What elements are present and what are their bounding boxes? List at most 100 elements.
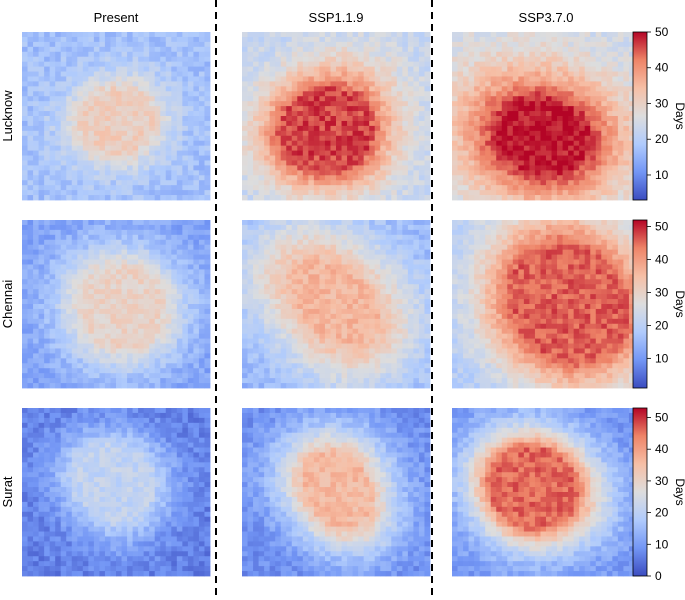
heatmap-cell xyxy=(93,294,100,300)
heatmap-cell xyxy=(99,135,106,142)
heatmap-cell xyxy=(358,145,365,151)
heatmap-cell xyxy=(88,116,95,122)
heatmap-cell xyxy=(27,224,34,231)
heatmap-cell xyxy=(490,36,497,43)
heatmap-cell xyxy=(523,120,530,127)
heatmap-cell xyxy=(308,116,315,122)
heatmap-cell xyxy=(55,224,62,231)
heatmap-cell xyxy=(313,120,320,127)
heatmap-cell xyxy=(71,249,78,255)
heatmap-cell xyxy=(149,120,156,127)
heatmap-cell xyxy=(391,150,398,156)
heatmap-cell xyxy=(551,111,558,117)
heatmap-cell xyxy=(198,224,205,231)
heatmap-cell xyxy=(154,81,161,87)
heatmap-cell xyxy=(66,318,73,325)
heatmap-cell xyxy=(44,71,51,77)
heatmap-cell xyxy=(308,180,315,186)
heatmap-cell xyxy=(127,259,133,265)
heatmap-cell xyxy=(474,160,481,166)
heatmap-cell xyxy=(198,86,205,92)
heatmap-cell xyxy=(330,259,337,265)
heatmap-cell xyxy=(380,244,387,251)
heatmap-cell xyxy=(407,32,414,38)
heatmap-cell xyxy=(247,175,254,181)
heatmap-cell xyxy=(187,284,194,290)
heatmap-cell xyxy=(308,259,315,265)
heatmap-cell xyxy=(330,91,337,97)
heatmap-cell xyxy=(402,165,409,171)
heatmap-cell xyxy=(193,323,200,330)
heatmap-cell xyxy=(127,264,133,270)
heatmap-cell xyxy=(269,180,276,186)
heatmap-cell xyxy=(479,120,486,127)
heatmap-cell xyxy=(66,160,73,166)
heatmap-cell xyxy=(297,264,304,270)
heatmap-cell xyxy=(402,51,409,58)
heatmap-cell xyxy=(66,140,73,147)
heatmap-cell xyxy=(380,86,387,92)
heatmap-cell xyxy=(264,234,271,241)
heatmap-cell xyxy=(104,249,111,255)
heatmap-cell xyxy=(374,101,381,107)
heatmap-cell xyxy=(38,333,45,339)
heatmap-cell xyxy=(127,244,133,251)
heatmap-cell xyxy=(253,259,259,265)
heatmap-cell xyxy=(204,41,211,48)
heatmap-cell xyxy=(71,135,78,142)
heatmap-cell xyxy=(104,294,111,300)
heatmap-cell xyxy=(385,170,392,176)
heatmap-cell xyxy=(424,190,431,196)
heatmap-cell xyxy=(380,220,387,226)
heatmap-cell xyxy=(457,135,464,142)
heatmap-cell xyxy=(352,259,359,265)
heatmap-cell xyxy=(149,373,156,379)
heatmap-cell xyxy=(418,140,425,147)
heatmap-cell xyxy=(198,71,205,77)
heatmap-cell xyxy=(341,145,348,151)
heatmap-cell xyxy=(77,313,84,320)
heatmap-cell xyxy=(347,145,353,151)
heatmap-cell xyxy=(606,116,613,122)
heatmap-cell xyxy=(452,160,458,166)
heatmap-cell xyxy=(198,106,205,112)
heatmap-cell xyxy=(138,61,145,67)
heatmap-cell xyxy=(77,61,84,67)
heatmap-cell xyxy=(341,120,348,127)
heatmap-cell xyxy=(143,160,150,166)
heatmap-cell xyxy=(584,51,591,58)
heatmap-cell xyxy=(198,36,205,43)
heatmap-cell xyxy=(44,96,51,102)
heatmap-cell xyxy=(77,269,84,275)
heatmap-cell xyxy=(149,160,156,166)
heatmap-cell xyxy=(44,323,51,330)
heatmap-cell xyxy=(264,76,271,82)
heatmap-cell xyxy=(171,195,178,201)
heatmap-cell xyxy=(187,195,194,201)
heatmap-cell xyxy=(165,155,172,161)
heatmap-cell xyxy=(468,111,475,117)
heatmap-cell xyxy=(165,66,172,72)
heatmap-cell xyxy=(269,32,276,38)
heatmap-cell xyxy=(557,32,563,38)
heatmap-cell xyxy=(143,373,150,379)
heatmap-cell xyxy=(363,46,370,53)
heatmap-cell xyxy=(452,96,458,102)
heatmap-cell xyxy=(523,36,530,43)
heatmap-cell xyxy=(474,66,481,72)
heatmap-cell xyxy=(247,224,254,231)
heatmap-cell xyxy=(55,229,62,236)
heatmap-cell xyxy=(380,150,387,156)
heatmap-cell xyxy=(463,145,469,151)
heatmap-cell xyxy=(396,120,403,127)
heatmap-cell xyxy=(402,150,409,156)
heatmap-panel xyxy=(242,32,431,201)
heatmap-cell xyxy=(182,195,189,201)
heatmap-cell xyxy=(297,190,304,196)
heatmap-cell xyxy=(551,46,558,53)
heatmap-cell xyxy=(176,244,183,251)
heatmap-cell xyxy=(171,383,178,389)
heatmap-cell xyxy=(121,125,128,132)
heatmap-cell xyxy=(99,304,106,310)
heatmap-cell xyxy=(324,224,331,231)
